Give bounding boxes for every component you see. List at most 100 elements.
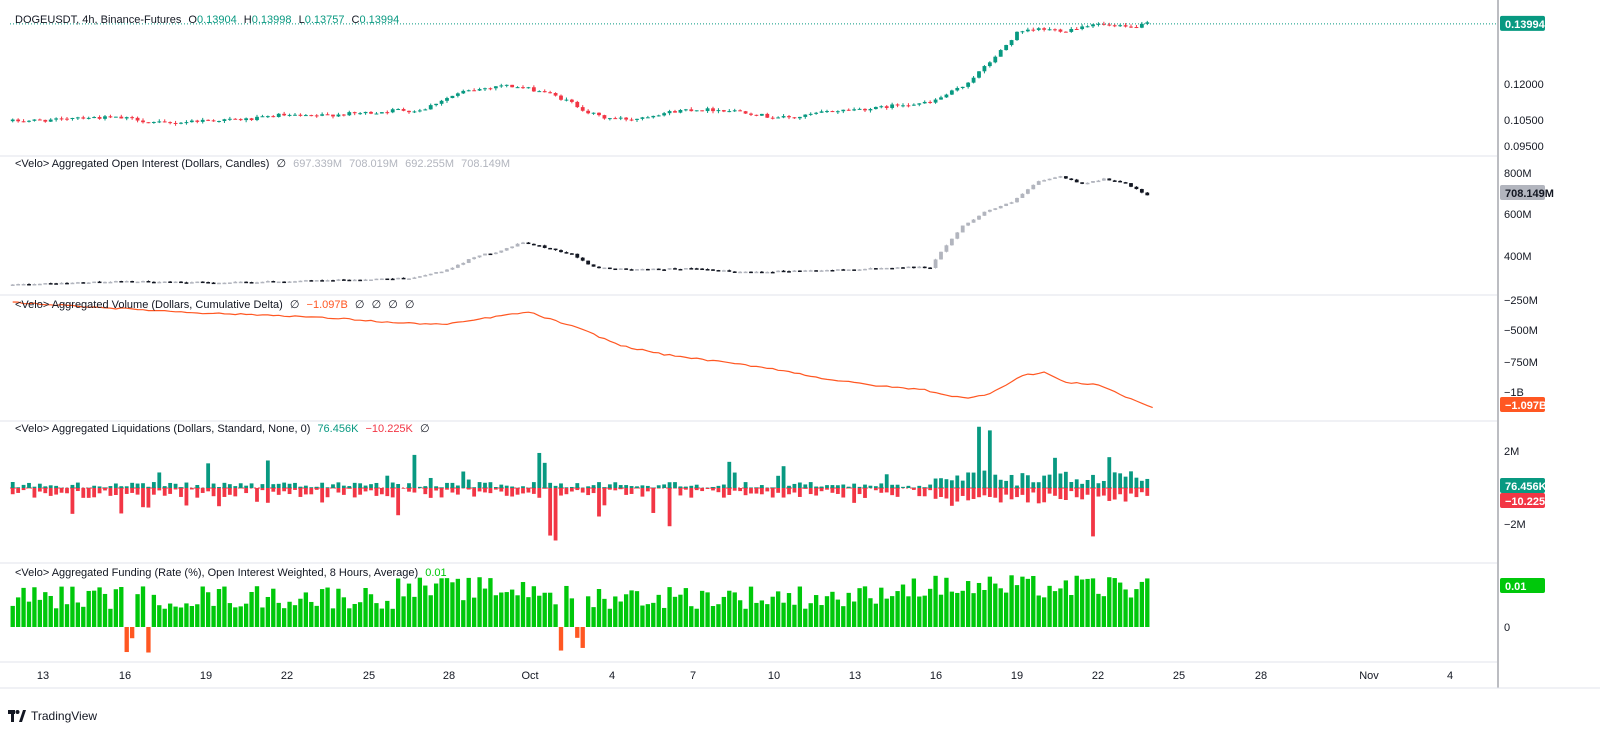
price-candle	[200, 119, 205, 122]
funding-bar	[173, 606, 178, 627]
oi-candle	[32, 284, 37, 286]
liq-long-bar	[276, 483, 281, 488]
price-candle	[1053, 29, 1057, 31]
funding-bar	[341, 597, 347, 627]
liq-short-bar	[651, 488, 656, 513]
price-candle	[222, 119, 227, 122]
oi-candle	[336, 279, 341, 281]
liq-long-bar	[537, 452, 542, 488]
liq-long-bar	[146, 486, 151, 488]
liq-long-bar	[113, 483, 118, 488]
liq-short-bar	[835, 488, 840, 494]
price-candle	[499, 85, 504, 87]
oi-candle	[857, 269, 862, 271]
liq-long-bar	[819, 486, 824, 488]
funding-bar	[455, 578, 461, 627]
oi-candle	[428, 273, 433, 276]
liq-long-bar	[450, 482, 455, 488]
price-candle	[993, 56, 998, 63]
funding-bar	[91, 590, 97, 627]
liq-long-bar	[531, 482, 536, 488]
oi-candle	[770, 271, 775, 274]
liq-long-bar	[1053, 457, 1057, 488]
oi-candle	[716, 270, 721, 272]
price-candle	[645, 117, 650, 119]
liq-short-bar	[1058, 488, 1063, 500]
oi-candle	[564, 252, 569, 254]
price-candle	[1031, 29, 1036, 31]
liq-long-bar	[217, 486, 221, 488]
liq-long-bar	[173, 483, 178, 488]
oi-candle	[781, 270, 786, 273]
funding-bar	[32, 587, 37, 627]
liq-long-bar	[358, 483, 363, 488]
funding-bar	[1003, 592, 1009, 627]
oi-candle	[917, 266, 922, 269]
funding-bar	[200, 586, 205, 627]
oi-candle	[103, 281, 107, 284]
oi-candle	[759, 271, 764, 274]
funding-bar	[233, 607, 238, 627]
liq-short-bar	[537, 488, 542, 498]
liq-long-bar	[645, 485, 650, 488]
liq-long-bar	[1118, 473, 1123, 488]
liq-long-bar	[618, 485, 623, 488]
funding-bar	[178, 607, 184, 627]
price-candle	[966, 82, 971, 87]
funding-bar	[64, 604, 70, 627]
price-candles	[10, 20, 1498, 126]
funding-bar	[585, 596, 591, 627]
liq-long-bar	[1009, 474, 1014, 488]
liq-short-bar	[168, 488, 173, 494]
liq-short-bar	[374, 488, 379, 496]
oi-candle	[966, 222, 971, 226]
price-candle	[526, 87, 531, 89]
oi-candle	[135, 281, 140, 284]
funding-bar	[889, 596, 895, 627]
tradingview-brand[interactable]: TradingView	[8, 709, 97, 723]
funding-bar	[211, 605, 216, 627]
oi-candle	[255, 282, 259, 284]
price-candle	[586, 110, 591, 114]
tag-text: 0.01	[1505, 581, 1526, 593]
liq-short-bar	[255, 488, 259, 502]
oi-candle	[390, 278, 395, 281]
price-candle	[841, 109, 846, 112]
price-candle	[911, 104, 916, 106]
funding-bar	[813, 595, 819, 627]
funding-bar-negative	[129, 627, 135, 639]
time-tick: 16	[119, 670, 131, 682]
price-candle	[119, 116, 124, 119]
price-candle	[369, 111, 373, 114]
oi-candle	[141, 281, 145, 283]
liq-short-bar	[336, 488, 341, 493]
time-axis[interactable]: 13 16 19 22 25 28 Oct 4 7 10 13 16 19 22 25 28 Nov 4	[37, 670, 1453, 682]
liq-short-bar	[1020, 488, 1025, 495]
time-tick: 25	[1173, 670, 1185, 682]
cvd-tick: −1B	[1504, 387, 1524, 399]
liq-long-bar	[933, 478, 938, 488]
liq-short-bar	[16, 488, 21, 493]
liq-short-bar	[428, 488, 433, 498]
funding-bar	[417, 577, 423, 627]
price-candle	[683, 109, 688, 111]
funding-bar	[841, 606, 846, 627]
liq-short-bar	[749, 488, 753, 494]
funding-bar	[699, 590, 705, 627]
oi-candle	[987, 209, 992, 212]
liq-long-bar	[488, 482, 493, 488]
oi-candle	[173, 281, 178, 284]
liq-long-bar	[939, 478, 943, 488]
funding-bar	[716, 604, 721, 627]
oi-candle	[119, 281, 124, 283]
liq-short-bar	[1107, 488, 1112, 501]
liq-short-bar	[379, 488, 384, 495]
price-axis[interactable]: 0.12000 0.10500 0.09500 0.13994 800M 600M 400M…	[1500, 15, 1554, 634]
price-candle	[477, 89, 482, 91]
price-candle	[792, 117, 797, 119]
liq-short-bar	[195, 488, 200, 498]
funding-bar	[157, 605, 162, 627]
funding-bar	[645, 604, 651, 627]
oi-candle	[244, 281, 249, 284]
